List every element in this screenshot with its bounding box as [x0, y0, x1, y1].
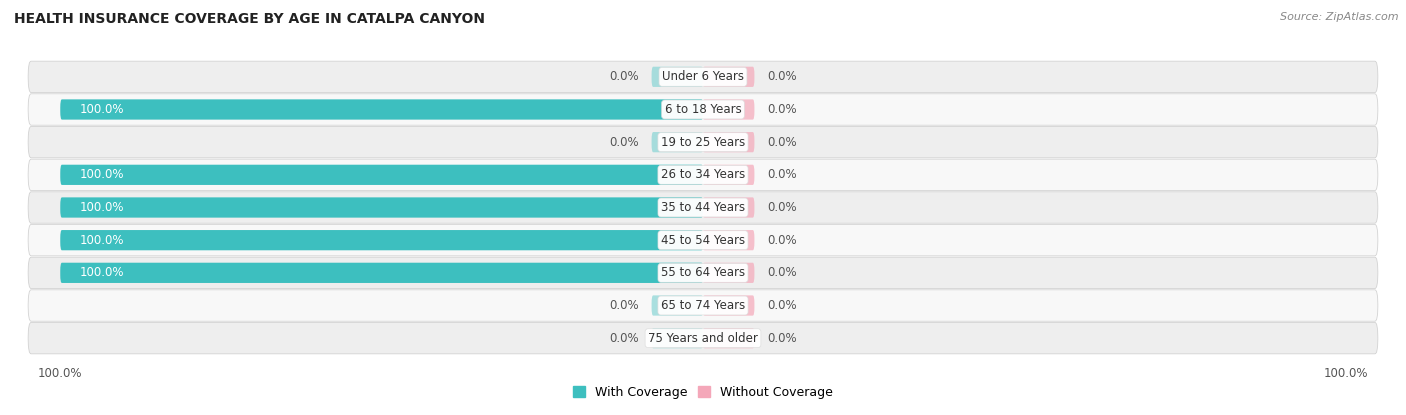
FancyBboxPatch shape [651, 295, 703, 316]
FancyBboxPatch shape [28, 127, 1378, 158]
Text: 0.0%: 0.0% [609, 70, 638, 83]
Text: 35 to 44 Years: 35 to 44 Years [661, 201, 745, 214]
Text: 100.0%: 100.0% [80, 234, 124, 247]
FancyBboxPatch shape [703, 132, 755, 152]
FancyBboxPatch shape [60, 263, 703, 283]
Text: 100.0%: 100.0% [80, 266, 124, 279]
Text: 0.0%: 0.0% [768, 234, 797, 247]
Text: 0.0%: 0.0% [768, 266, 797, 279]
Text: 0.0%: 0.0% [768, 168, 797, 181]
Text: 75 Years and older: 75 Years and older [648, 332, 758, 345]
Text: 26 to 34 Years: 26 to 34 Years [661, 168, 745, 181]
Text: 0.0%: 0.0% [609, 299, 638, 312]
FancyBboxPatch shape [651, 67, 703, 87]
Text: 55 to 64 Years: 55 to 64 Years [661, 266, 745, 279]
FancyBboxPatch shape [60, 198, 703, 217]
Legend: With Coverage, Without Coverage: With Coverage, Without Coverage [568, 381, 838, 404]
FancyBboxPatch shape [28, 257, 1378, 288]
FancyBboxPatch shape [28, 61, 1378, 93]
FancyBboxPatch shape [28, 94, 1378, 125]
FancyBboxPatch shape [28, 322, 1378, 354]
FancyBboxPatch shape [28, 225, 1378, 256]
Text: 100.0%: 100.0% [80, 201, 124, 214]
Text: 65 to 74 Years: 65 to 74 Years [661, 299, 745, 312]
Text: 0.0%: 0.0% [768, 70, 797, 83]
FancyBboxPatch shape [28, 192, 1378, 223]
FancyBboxPatch shape [28, 290, 1378, 321]
Text: 0.0%: 0.0% [768, 103, 797, 116]
FancyBboxPatch shape [703, 165, 755, 185]
Text: 0.0%: 0.0% [609, 332, 638, 345]
FancyBboxPatch shape [703, 328, 755, 348]
FancyBboxPatch shape [703, 67, 755, 87]
Text: 100.0%: 100.0% [80, 103, 124, 116]
Text: HEALTH INSURANCE COVERAGE BY AGE IN CATALPA CANYON: HEALTH INSURANCE COVERAGE BY AGE IN CATA… [14, 12, 485, 27]
FancyBboxPatch shape [703, 263, 755, 283]
Text: 0.0%: 0.0% [609, 136, 638, 149]
FancyBboxPatch shape [703, 295, 755, 316]
FancyBboxPatch shape [703, 198, 755, 217]
Text: Source: ZipAtlas.com: Source: ZipAtlas.com [1281, 12, 1399, 22]
Text: Under 6 Years: Under 6 Years [662, 70, 744, 83]
Text: 19 to 25 Years: 19 to 25 Years [661, 136, 745, 149]
Text: 0.0%: 0.0% [768, 332, 797, 345]
Text: 45 to 54 Years: 45 to 54 Years [661, 234, 745, 247]
Text: 0.0%: 0.0% [768, 136, 797, 149]
FancyBboxPatch shape [703, 99, 755, 120]
FancyBboxPatch shape [60, 230, 703, 250]
FancyBboxPatch shape [651, 132, 703, 152]
FancyBboxPatch shape [28, 159, 1378, 190]
FancyBboxPatch shape [703, 230, 755, 250]
FancyBboxPatch shape [651, 328, 703, 348]
FancyBboxPatch shape [60, 165, 703, 185]
FancyBboxPatch shape [60, 99, 703, 120]
Text: 0.0%: 0.0% [768, 299, 797, 312]
Text: 100.0%: 100.0% [80, 168, 124, 181]
Text: 6 to 18 Years: 6 to 18 Years [665, 103, 741, 116]
Text: 0.0%: 0.0% [768, 201, 797, 214]
